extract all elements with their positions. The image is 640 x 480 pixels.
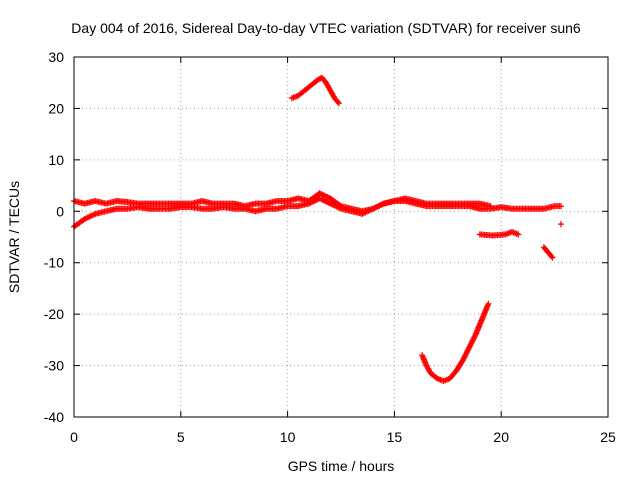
y-tick-labels: -40 -30 -20 -10 0 10 20 30: [44, 49, 64, 425]
y-tick-label: -30: [44, 358, 64, 374]
data-point: [549, 254, 556, 261]
series-band-upper: [71, 190, 494, 215]
y-tick-label: 20: [48, 100, 64, 116]
data-point: [334, 99, 341, 105]
chart-title: Day 004 of 2016, Sidereal Day-to-day VTE…: [71, 20, 581, 36]
x-tick-labels: 0 5 10 15 20 25: [70, 429, 616, 445]
y-tick-label: 0: [56, 203, 64, 219]
plot-frame: [73, 56, 609, 418]
y-tick-label: 10: [48, 152, 64, 168]
series-arc-high: [288, 74, 342, 107]
y-tick-label: -40: [44, 409, 64, 425]
data-point: [485, 300, 492, 307]
series-isolated-point: [558, 221, 565, 228]
y-tick-label: 30: [48, 49, 64, 65]
data-point: [558, 221, 565, 228]
x-axis-label: GPS time / hours: [288, 458, 395, 474]
series-arc-low: [419, 300, 492, 384]
data-point: [515, 231, 522, 238]
y-tick-label: -10: [44, 255, 64, 271]
chart-grid: [74, 57, 608, 417]
axis-ticks: [73, 56, 609, 418]
x-tick-label: 15: [387, 429, 403, 445]
x-tick-label: 25: [600, 429, 616, 445]
x-tick-label: 10: [280, 429, 296, 445]
y-tick-label: -20: [44, 306, 64, 322]
data-points: [71, 74, 565, 384]
x-tick-label: 5: [177, 429, 185, 445]
x-tick-label: 0: [70, 429, 78, 445]
y-axis-label: SDTVAR / TECUs: [6, 181, 22, 293]
series-segment-mid: [476, 228, 522, 239]
series-segment-tail: [540, 244, 556, 261]
data-point: [335, 100, 342, 107]
data-point: [558, 203, 565, 210]
series-band-lower: [71, 195, 565, 230]
data-point: [548, 253, 555, 260]
x-tick-label: 20: [493, 429, 509, 445]
